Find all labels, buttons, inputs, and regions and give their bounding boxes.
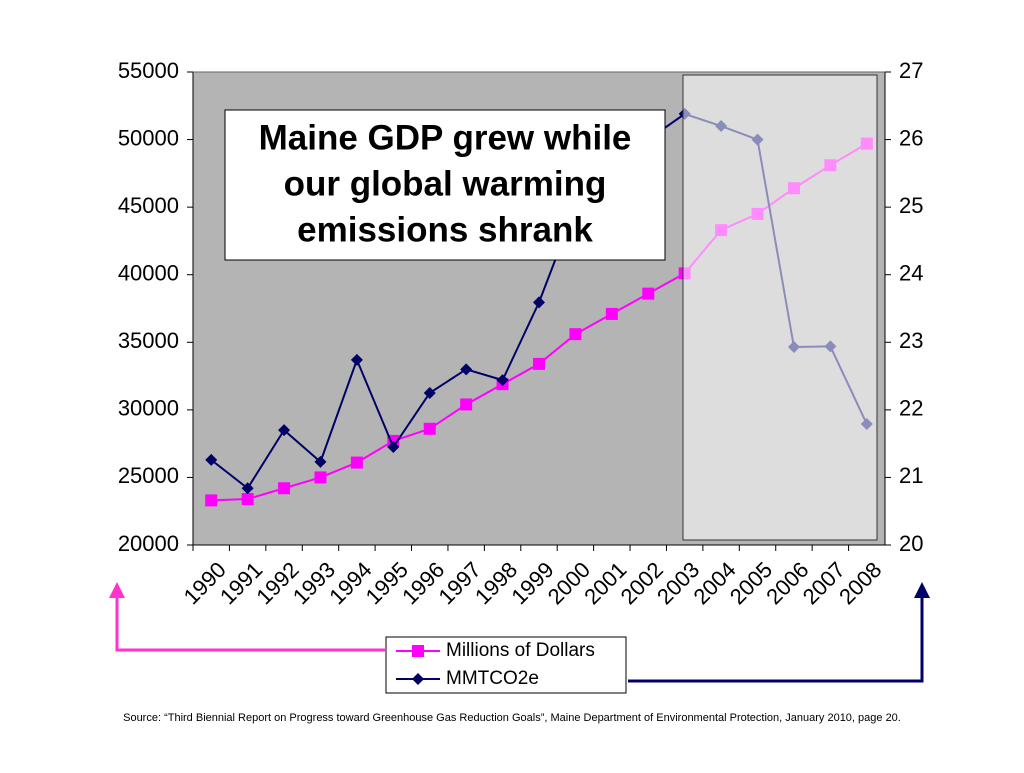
- marker: [460, 398, 473, 411]
- legend-label: Millions of Dollars: [446, 640, 595, 661]
- arrowhead: [914, 582, 930, 598]
- marker: [241, 493, 254, 506]
- marker: [278, 424, 291, 437]
- y-tick-label: 20000: [118, 531, 179, 556]
- y-tick-label: 30000: [118, 396, 179, 421]
- y2-tick-label: 23: [899, 328, 923, 353]
- y-tick-label: 55000: [118, 58, 179, 83]
- y-tick-label: 35000: [118, 328, 179, 353]
- y2-tick-label: 20: [899, 531, 923, 556]
- annotation: emissions shrank: [297, 210, 593, 249]
- arrow: [115, 586, 386, 652]
- y2-tick-label: 22: [899, 396, 923, 421]
- marker: [423, 386, 436, 399]
- x-tick-label: 2008: [834, 557, 886, 609]
- legend-marker: [412, 673, 424, 685]
- marker: [605, 307, 618, 320]
- marker: [496, 374, 509, 387]
- y2-tick-label: 21: [899, 463, 923, 488]
- marker: [205, 453, 218, 466]
- marker: [278, 482, 291, 495]
- marker: [350, 353, 363, 366]
- legend-label: MMTCO2e: [446, 668, 539, 689]
- highlight-region: [682, 74, 878, 541]
- source: Source: “Third Biennial Report on Progre…: [123, 712, 901, 724]
- marker: [314, 471, 327, 484]
- annotation-box: [224, 109, 666, 261]
- y2-tick-label: 24: [899, 261, 923, 286]
- marker: [642, 287, 655, 300]
- y2-tick-label: 27: [899, 58, 923, 83]
- y-tick-label: 45000: [118, 193, 179, 218]
- marker: [569, 328, 582, 341]
- annotation: Maine GDP grew while: [259, 118, 632, 157]
- marker: [205, 494, 218, 507]
- legend: [385, 636, 627, 694]
- annotation: our global warming: [284, 164, 607, 203]
- y2-tick-label: 26: [899, 125, 923, 150]
- legend-marker: [412, 645, 424, 657]
- y-tick-label: 50000: [118, 125, 179, 150]
- marker: [314, 455, 327, 468]
- marker: [533, 296, 545, 309]
- y-tick-label: 40000: [118, 261, 179, 286]
- marker: [350, 456, 363, 469]
- marker: [387, 441, 400, 454]
- marker: [533, 357, 545, 370]
- marker: [423, 422, 436, 435]
- y2-tick-label: 25: [899, 193, 923, 218]
- y-tick-label: 25000: [118, 463, 179, 488]
- marker: [241, 482, 254, 495]
- arrow: [628, 586, 924, 683]
- marker: [460, 363, 473, 376]
- arrowhead: [109, 582, 125, 598]
